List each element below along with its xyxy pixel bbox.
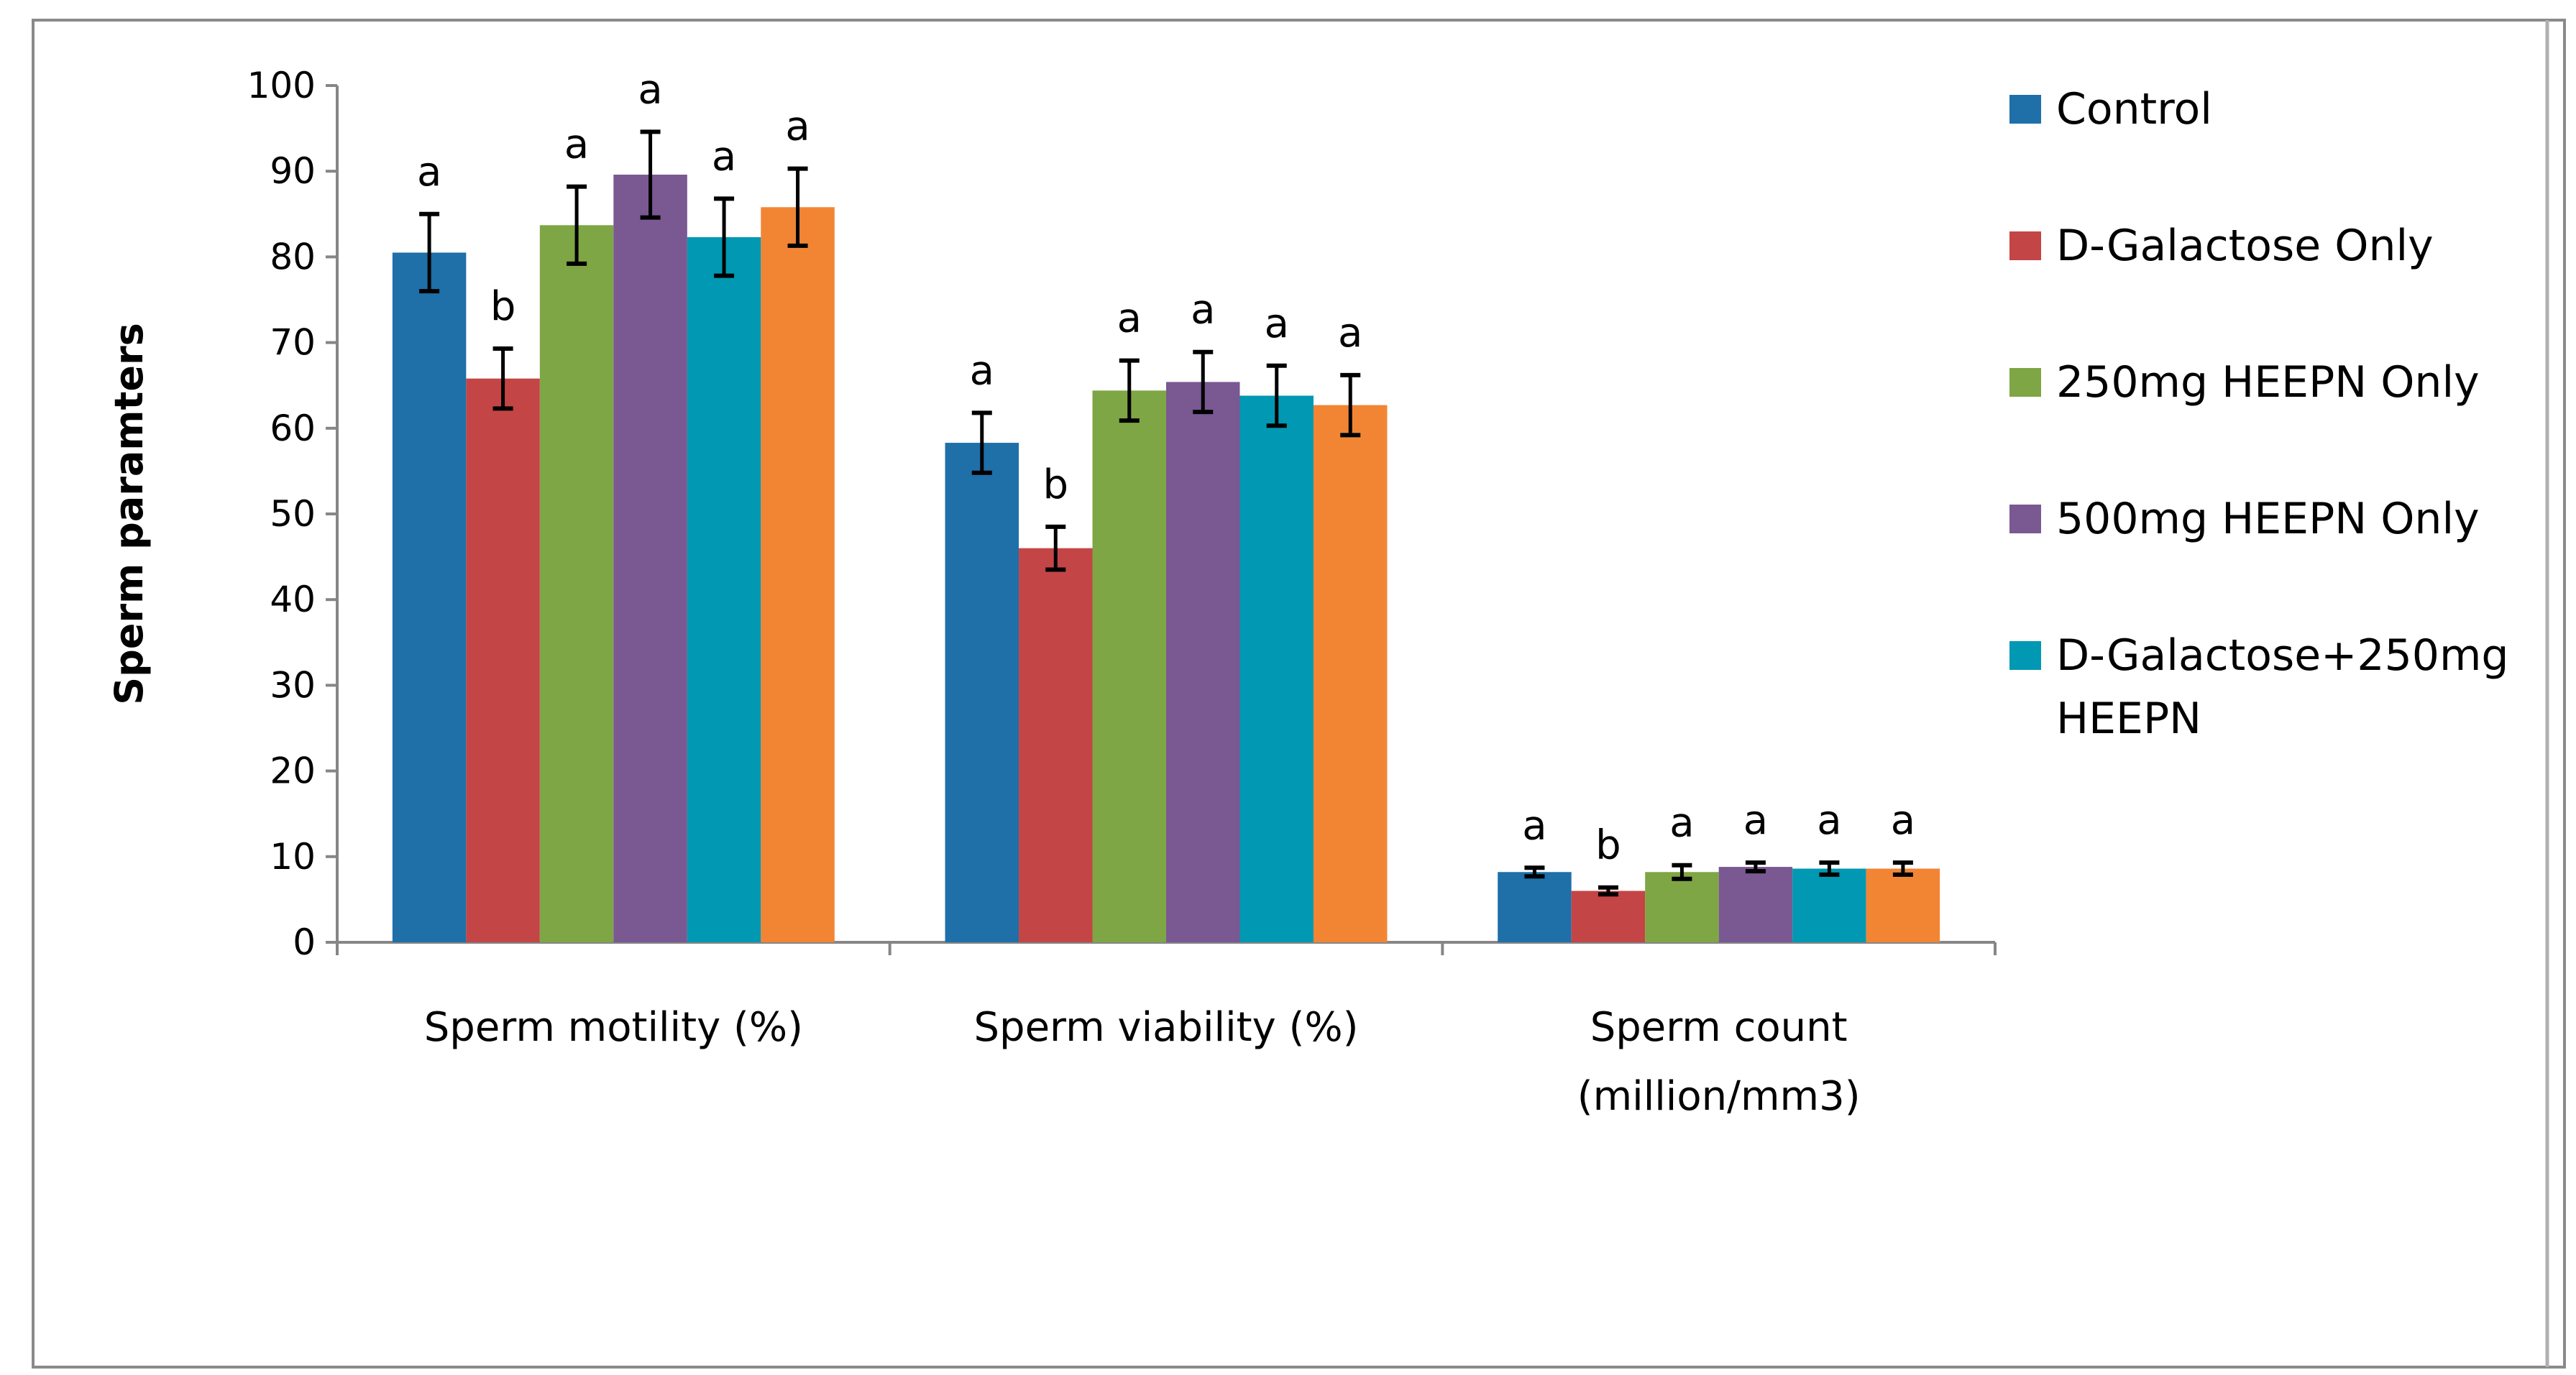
bar: [1092, 390, 1166, 942]
x-category-label: Sperm count: [1590, 1004, 1848, 1051]
y-tick-label: 80: [270, 236, 316, 277]
bar: [466, 378, 540, 942]
significance-letter: a: [970, 347, 994, 394]
bar: [539, 225, 614, 942]
significance-letter: a: [564, 121, 589, 168]
significance-letter: a: [1743, 797, 1768, 844]
legend-swatch: [2009, 231, 2041, 260]
significance-letter: a: [1522, 802, 1546, 849]
significance-letter: b: [1042, 461, 1068, 508]
bar: [687, 236, 761, 942]
y-tick-label: 60: [270, 408, 316, 449]
legend-label: D-Galactose Only: [2056, 221, 2434, 271]
bar: [1792, 868, 1866, 942]
significance-letter: a: [1265, 300, 1289, 347]
bar: [1166, 382, 1240, 942]
significance-letter: a: [1817, 797, 1841, 844]
legend-label: 250mg HEEPN Only: [2056, 357, 2480, 408]
significance-letter: a: [1338, 310, 1362, 357]
y-tick-label: 20: [270, 750, 316, 792]
legend-swatch: [2009, 95, 2041, 124]
y-tick-label: 50: [270, 493, 316, 535]
x-category-label: (million/mm3): [1577, 1073, 1861, 1120]
legend-swatch: [2009, 641, 2041, 670]
y-tick-label: 10: [270, 836, 316, 878]
y-tick-label: 30: [270, 664, 316, 706]
bar: [392, 252, 467, 942]
significance-letter: a: [712, 133, 736, 180]
significance-letter: a: [785, 104, 810, 150]
legend-label: Control: [2056, 84, 2212, 134]
significance-letter: a: [1891, 797, 1915, 844]
x-category-label: Sperm viability (%): [974, 1004, 1359, 1051]
legend-label: 500mg HEEPN Only: [2056, 494, 2480, 544]
legend-label: D-Galactose+250mg: [2056, 630, 2508, 681]
bar: [1645, 872, 1719, 942]
significance-letter: b: [1595, 822, 1621, 869]
significance-letter: a: [1191, 287, 1215, 334]
x-category-label: Sperm motility (%): [424, 1004, 803, 1051]
bar: [1866, 868, 1940, 942]
significance-letter: b: [490, 283, 516, 330]
y-tick-label: 100: [247, 65, 316, 106]
bar: [1718, 867, 1793, 942]
significance-letter: a: [638, 66, 662, 113]
bar: [1239, 395, 1314, 942]
y-tick-label: 70: [270, 322, 316, 364]
bar: [761, 207, 835, 942]
significance-letter: a: [417, 149, 441, 196]
y-tick-label: 40: [270, 579, 316, 620]
bar: [1571, 891, 1646, 942]
legend-swatch: [2009, 505, 2041, 533]
y-tick-label: 0: [293, 921, 316, 963]
bar: [1019, 548, 1093, 942]
legend-label: HEEPN: [2056, 694, 2201, 744]
significance-letter: a: [1117, 295, 1142, 342]
y-tick-label: 90: [270, 150, 316, 192]
bar: [1498, 872, 1572, 942]
bar: [1313, 405, 1388, 942]
bar: [945, 443, 1019, 942]
legend-swatch: [2009, 368, 2041, 397]
y-axis-title: Sperm paramters: [106, 323, 152, 705]
significance-letter: a: [1669, 800, 1694, 847]
bar: [613, 174, 687, 942]
